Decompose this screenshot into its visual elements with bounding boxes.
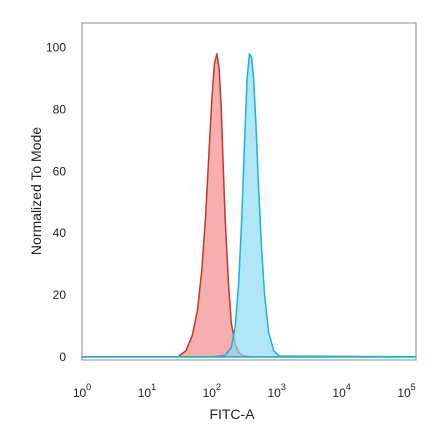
y-tick-label: 60 [53, 164, 67, 178]
y-tick-label: 0 [59, 350, 66, 364]
x-tick-label: 103 [268, 382, 286, 400]
y-tick-label: 20 [53, 288, 67, 302]
x-tick-label: 102 [203, 382, 221, 400]
y-tick-label: 80 [53, 103, 67, 117]
histogram-series-2 [81, 53, 417, 358]
x-tick-labels: 100 101 102 103 104 105 [73, 382, 416, 400]
x-axis-label: FITC-A [209, 406, 255, 422]
series-layer [81, 53, 417, 358]
y-tick-labels: 0 20 40 60 80 100 [46, 41, 66, 364]
y-tick-label: 100 [46, 41, 66, 55]
x-tick-label: 101 [138, 382, 156, 400]
y-axis-label: Normalized To Mode [28, 127, 44, 255]
y-tick-label: 40 [53, 226, 67, 240]
x-tick-label: 100 [73, 382, 91, 400]
x-tick-label: 104 [332, 382, 350, 400]
x-tick-label: 105 [397, 382, 415, 400]
